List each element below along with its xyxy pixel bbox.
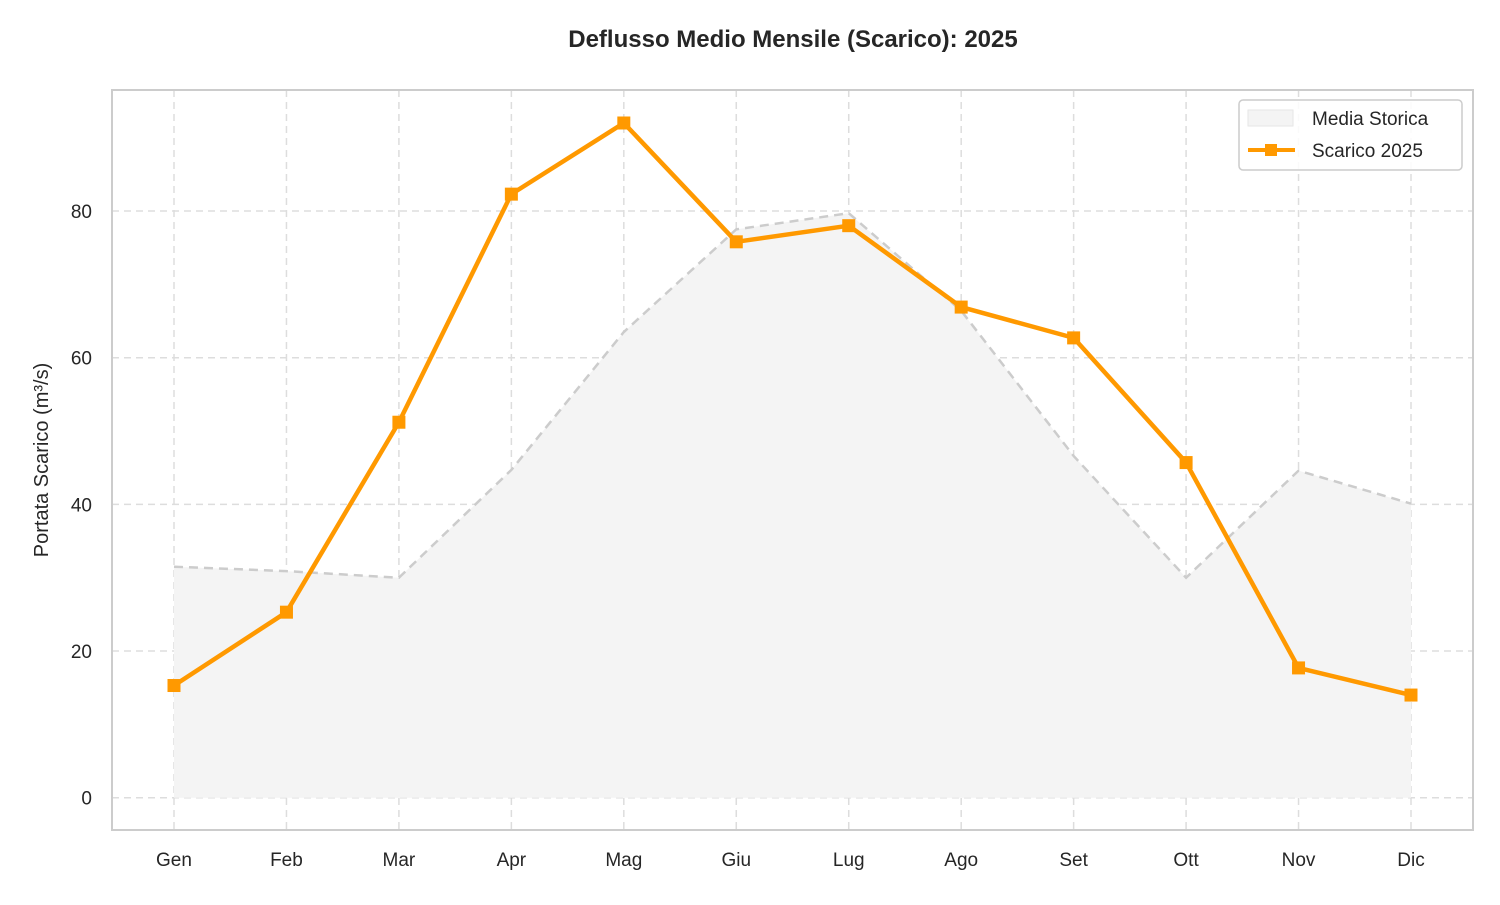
y-axis-label: Portata Scarico (m³/s) — [31, 363, 53, 557]
data-point-marker — [954, 300, 968, 314]
x-tick-label: Mar — [383, 850, 416, 871]
data-point-marker — [842, 219, 856, 233]
data-point-marker — [167, 679, 181, 693]
x-tick-label: Lug — [833, 850, 865, 871]
y-axis: 0 20 40 60 80 — [71, 202, 92, 810]
legend-swatch-media-storica — [1247, 109, 1294, 127]
x-tick-label: Set — [1059, 850, 1088, 871]
x-tick-label: Dic — [1397, 850, 1424, 871]
data-point-marker — [617, 116, 631, 130]
legend-label-media-storica: Media Storica — [1312, 109, 1429, 130]
x-tick-label: Giu — [721, 850, 751, 871]
legend: Media Storica Scarico 2025 — [1238, 99, 1463, 171]
media-storica-fill — [174, 213, 1411, 798]
scarico-2025-line — [167, 116, 1418, 702]
x-tick-label: Nov — [1282, 850, 1316, 871]
legend-frame — [1238, 99, 1463, 171]
x-tick-label: Mag — [605, 850, 642, 871]
y-tick-label: 0 — [81, 789, 92, 810]
x-tick-label: Gen — [156, 850, 192, 871]
data-point-marker — [729, 235, 743, 249]
y-tick-label: 80 — [71, 202, 92, 223]
legend-marker-icon — [1265, 144, 1277, 156]
y-tick-label: 40 — [71, 495, 92, 516]
media-storica-line — [173, 211, 1412, 580]
data-point-marker — [392, 415, 406, 429]
x-tick-label: Ott — [1173, 850, 1199, 871]
data-point-marker — [1067, 331, 1081, 345]
media-storica-area — [173, 211, 1412, 798]
plot-frame — [111, 89, 1474, 831]
x-tick-label: Ago — [944, 850, 978, 871]
x-tick-label: Apr — [497, 850, 527, 871]
data-point-marker — [504, 187, 518, 201]
scarico-2025-path — [172, 120, 1412, 698]
x-axis: Gen Feb Mar Apr Mag Giu Lug Ago Set Ott Nov Dic — [156, 850, 1425, 871]
legend-label-scarico-2025: Scarico 2025 — [1312, 141, 1423, 162]
data-point-marker — [1404, 688, 1418, 702]
chart-title: Deflusso Medio Mensile (Scarico): 2025 — [568, 26, 1017, 53]
x-tick-label: Feb — [270, 850, 303, 871]
data-point-marker — [1179, 456, 1193, 470]
data-point-marker — [279, 605, 293, 619]
data-point-marker — [1292, 661, 1306, 675]
y-tick-label: 60 — [71, 349, 92, 370]
y-tick-label: 20 — [71, 642, 92, 663]
